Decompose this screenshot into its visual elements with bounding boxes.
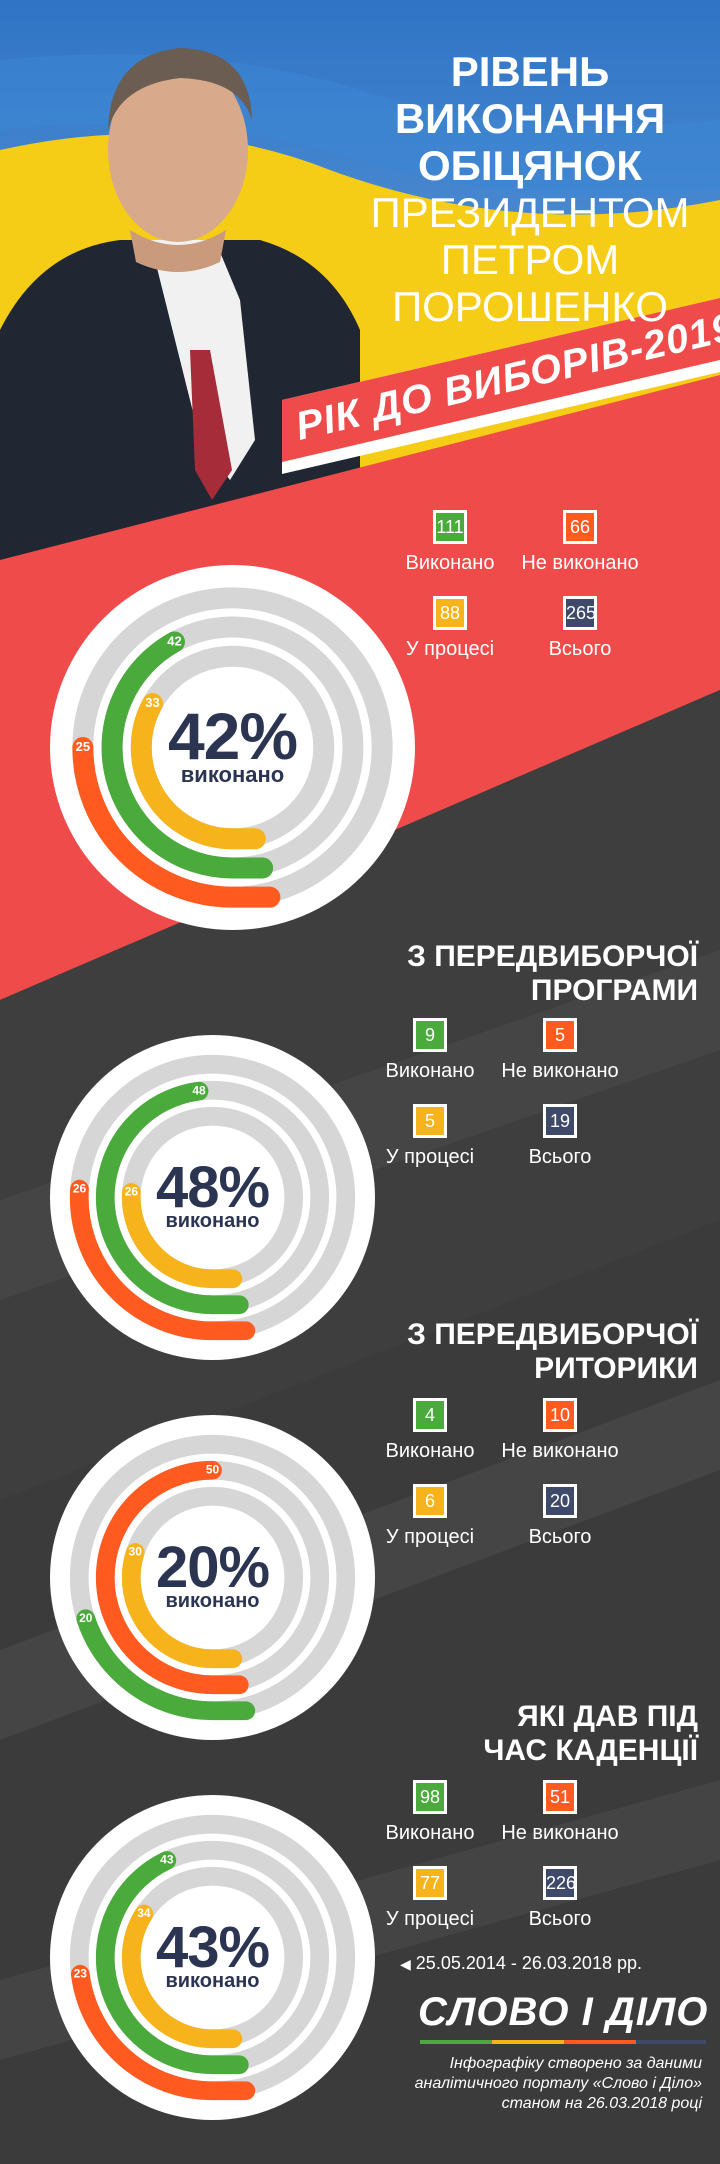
- arc-not_done: [95, 1460, 249, 1695]
- legend-label-done: Виконано: [405, 552, 495, 574]
- arc-not_done: [72, 737, 281, 908]
- arc-done: [95, 1081, 249, 1315]
- arc-in_progress: [121, 1183, 243, 1289]
- center-percent: 42%: [167, 699, 298, 773]
- section-title-program: З ПЕРЕДВИБОРЧОЇ ПРОГРАМИ: [407, 940, 698, 1008]
- legend-label-not-done: Не виконано: [501, 1440, 619, 1462]
- legend-label-not-done: Не виконано: [501, 1822, 619, 1844]
- section-title-line: З ПЕРЕДВИБОРЧОЇ: [407, 1318, 698, 1351]
- legend-label-in-progress: У процесі: [385, 1526, 475, 1548]
- logo-underline: [420, 2040, 706, 2044]
- arc-in_progress: [121, 1904, 243, 2049]
- center-label: виконано: [180, 762, 285, 788]
- center-percent: 20%: [155, 1535, 270, 1600]
- arc-label-done: 20: [79, 1611, 93, 1625]
- credit-line: станом на 26.03.2018 році: [501, 2095, 702, 2112]
- chart-program: 48 26 26: [50, 1035, 375, 1360]
- arc-label-in_progress: 26: [125, 1185, 139, 1199]
- legend-count-total: 20: [543, 1484, 577, 1518]
- section-title-line: З ПЕРЕДВИБОРЧОЇ: [407, 940, 698, 973]
- arc-done: [101, 631, 274, 879]
- chart-cadence: 43 34 23: [50, 1795, 375, 2120]
- section-title-rhetoric: З ПЕРЕДВИБОРЧОЇ РИТОРИКИ: [407, 1318, 698, 1386]
- arc-done: [95, 1851, 249, 2075]
- title-line: РІВЕНЬ: [450, 48, 610, 95]
- title-line: ПОРОШЕНКО: [391, 283, 669, 330]
- section-title-line: РИТОРИКИ: [534, 1352, 698, 1385]
- legend-label-in-progress: У процесі: [405, 638, 495, 660]
- section-title-line: ЧАС КАДЕНЦІЇ: [483, 1734, 698, 1767]
- arc-label-done: 43: [160, 1853, 174, 1867]
- legend-count-total: 265: [563, 596, 597, 630]
- chart-overall: 42 33 25: [50, 565, 415, 930]
- arc-not_done: [70, 1964, 256, 2101]
- arc-not_done: [69, 1179, 256, 1341]
- arc-label-not_done: 50: [206, 1462, 220, 1476]
- arc-label-in_progress: 30: [129, 1545, 143, 1559]
- legend-count-done: 9: [413, 1018, 447, 1052]
- legend-label-not-done: Не виконано: [501, 1060, 619, 1082]
- section-title-cadence: ЯКІ ДАВ ПІД ЧАС КАДЕНЦІЇ: [483, 1700, 698, 1768]
- legend-count-in-progress: 6: [413, 1484, 447, 1518]
- legend-label-in-progress: У процесі: [385, 1908, 475, 1930]
- chart-rhetoric: 50 30 20: [50, 1415, 375, 1740]
- legend-label-total: Всього: [528, 1526, 592, 1548]
- legend-label-done: Виконано: [385, 1822, 475, 1844]
- arc-label-not_done: 23: [74, 1966, 88, 1980]
- date-range: ◀ 25.05.2014 - 26.03.2018 рр.: [400, 1953, 642, 1974]
- center-percent: 48%: [155, 1155, 270, 1220]
- legend-count-not-done: 66: [563, 510, 597, 544]
- legend-count-in-progress: 5: [413, 1104, 447, 1138]
- arc-in_progress: [121, 1543, 243, 1669]
- title-line: ВИКОНАННЯ: [394, 95, 666, 142]
- logo: СЛОВО І ДІЛО: [418, 1990, 709, 2034]
- legend-label-total: Всього: [548, 638, 612, 660]
- legend-count-total: 226: [543, 1866, 577, 1900]
- legend-count-in-progress: 77: [413, 1866, 447, 1900]
- credit-line: Інфографіку створено за даними: [449, 2055, 702, 2072]
- arc-done: [76, 1609, 256, 1721]
- arc-label-not_done: 25: [76, 739, 90, 754]
- date-range-text: 25.05.2014 - 26.03.2018 рр.: [415, 1953, 642, 1973]
- center-label: виконано: [165, 1210, 260, 1233]
- arc-label-done: 42: [167, 634, 181, 649]
- triangle-icon: ◀: [400, 1956, 411, 1972]
- legend-label-not-done: Не виконано: [521, 552, 639, 574]
- legend-label-done: Виконано: [385, 1060, 475, 1082]
- main-title: РІВЕНЬ ВИКОНАННЯ ОБІЦЯНОК ПРЕЗИДЕНТОМ ПЕ…: [360, 48, 700, 330]
- arc-label-done: 48: [192, 1083, 206, 1097]
- legend-count-not-done: 10: [543, 1398, 577, 1432]
- legend-label-total: Всього: [528, 1146, 592, 1168]
- arc-label-in_progress: 33: [145, 695, 159, 710]
- legend-count-done: 98: [413, 1780, 447, 1814]
- legend-label-done: Виконано: [385, 1440, 475, 1462]
- legend-count-not-done: 51: [543, 1780, 577, 1814]
- credit: Інфографіку створено за даними аналітичн…: [382, 2054, 702, 2114]
- section-title-line: ЯКІ ДАВ ПІД: [517, 1700, 698, 1733]
- legend-count-not-done: 5: [543, 1018, 577, 1052]
- center-percent: 43%: [155, 1915, 270, 1980]
- arc-label-not_done: 26: [73, 1181, 87, 1195]
- legend-count-total: 19: [543, 1104, 577, 1138]
- legend-label-in-progress: У процесі: [385, 1146, 475, 1168]
- legend-count-in-progress: 88: [433, 596, 467, 630]
- title-line: ПРЕЗИДЕНТОМ: [370, 189, 690, 236]
- title-line: ОБІЦЯНОК: [417, 142, 643, 189]
- legend-count-done: 111: [433, 510, 467, 544]
- title-line: ПЕТРОМ: [440, 236, 620, 283]
- center-label: виконано: [165, 1970, 260, 1993]
- section-title-line: ПРОГРАМИ: [530, 974, 698, 1007]
- legend-count-done: 4: [413, 1398, 447, 1432]
- legend-label-total: Всього: [528, 1908, 592, 1930]
- credit-line: аналітичного порталу «Слово і Діло»: [414, 2075, 702, 2092]
- center-label: виконано: [165, 1590, 260, 1613]
- arc-in_progress: [130, 693, 266, 850]
- arc-label-in_progress: 34: [137, 1906, 151, 1920]
